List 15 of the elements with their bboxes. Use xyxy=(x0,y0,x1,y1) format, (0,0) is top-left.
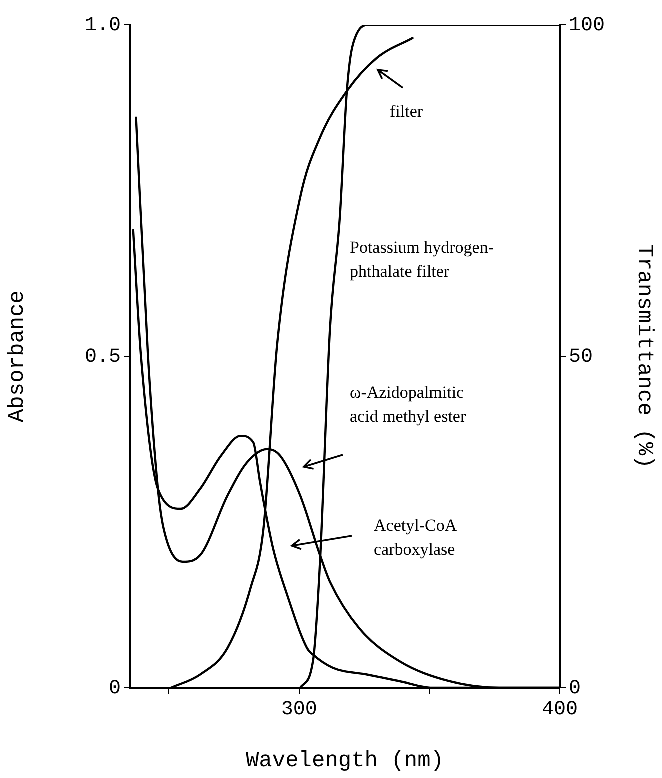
annotation: Potassium hydrogen- phthalate filter xyxy=(350,237,494,283)
annotation: ω-Azidopalmitic acid methyl ester xyxy=(350,382,466,428)
x-axis-title: Wavelength (nm) xyxy=(246,748,444,774)
x-tick-label: 300 xyxy=(281,698,318,722)
y-tick-label: 1.0 xyxy=(84,14,121,38)
annotation: Acetyl-CoA carboxylase xyxy=(374,515,458,561)
x-tick-label: 400 xyxy=(542,698,578,722)
y2-tick-label: 100 xyxy=(569,14,606,38)
y2-axis-title: Transmittance (%) xyxy=(632,244,657,469)
annotation: filter xyxy=(390,101,424,123)
y2-tick-label: 0 xyxy=(569,677,582,700)
y-axis-title: Absorbance xyxy=(5,290,30,423)
y2-tick-label: 50 xyxy=(569,346,594,369)
y-tick-label: 0 xyxy=(108,677,121,700)
y-tick-label: 0.5 xyxy=(84,346,121,369)
